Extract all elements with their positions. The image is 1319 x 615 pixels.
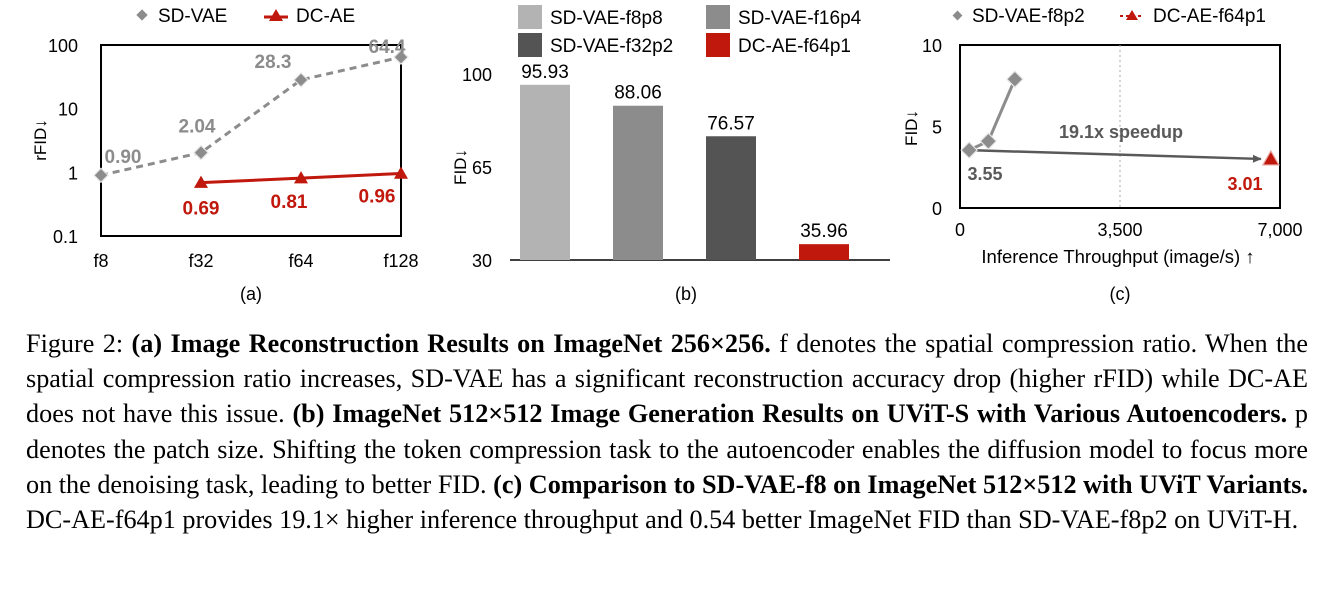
- y-tick-label-c: 0: [932, 199, 942, 219]
- point-sd-vae: [293, 72, 309, 88]
- series-line-sd-vae: [100, 55, 402, 177]
- x-tick-label-c: 7,000: [1257, 220, 1302, 240]
- data-label-sd-vae: 64.4: [369, 37, 406, 58]
- caption-a-text: f denotes the spatial compression ratio.…: [26, 329, 1308, 429]
- y-tick-label-a: 10: [58, 100, 78, 120]
- bar-value-label: 95.93: [521, 62, 569, 83]
- panel-label-b: (b): [675, 284, 697, 304]
- data-label-sd-vae: 28.3: [255, 52, 292, 73]
- point-dc-ae-f64p1: [1261, 149, 1280, 166]
- y-tick-label-b: 65: [472, 158, 492, 178]
- y-tick-label-a: 0.1: [53, 227, 78, 247]
- bar-sd-vae-f32p2: [706, 136, 756, 260]
- point-sd-vae: [93, 167, 109, 184]
- bar-value-label: 76.57: [707, 113, 755, 134]
- legend-label-sd-vae-f8p2: SD-VAE-f8p2: [972, 6, 1085, 27]
- chart-c: SD-VAE-f8p2 DC-AE-f64p1 FID↓ Inference T…: [902, 6, 1303, 304]
- legend-label-dc-ae-f64p1: DC-AE-f64p1: [1153, 6, 1266, 27]
- legend-marker-dc-ae: [269, 9, 283, 21]
- y-tick-label-a: 1: [68, 163, 78, 183]
- speedup-arrow: [969, 148, 1262, 163]
- point-dc-ae: [194, 175, 208, 188]
- bar-sd-vae-f16p4: [613, 105, 663, 260]
- chart-b: SD-VAE-f8p8 SD-VAE-f16p4 SD-VAE-f32p2 DC…: [451, 5, 890, 304]
- caption-a-title: (a) Image Reconstruction Results on Imag…: [131, 329, 771, 358]
- x-tick-label-a: f32: [188, 251, 213, 271]
- caption-b-text: p denotes the patch size. Shifting the t…: [26, 399, 1309, 499]
- figure-caption: Figure 2: (a) Image Reconstruction Resul…: [26, 326, 1308, 537]
- legend-label-dc-ae: DC-AE: [296, 6, 355, 27]
- legend-swatch-b-1: [706, 5, 730, 29]
- bar-value-label: 35.96: [800, 221, 848, 242]
- x-tick-label-c: 3,500: [1097, 220, 1142, 240]
- x-tick-label-a: f8: [93, 251, 108, 271]
- y-tick-label-c: 10: [922, 36, 942, 56]
- data-label-dc-ae: 0.69: [183, 199, 220, 220]
- legend-label-b-1: SD-VAE-f16p4: [738, 8, 862, 29]
- speedup-annotation: 19.1x speedup: [1059, 122, 1183, 142]
- sd-vae-fid-label: 3.55: [967, 164, 1002, 184]
- legend-swatch-b-2: [518, 33, 542, 57]
- panel-label-c: (c): [1110, 284, 1131, 304]
- legend-c: SD-VAE-f8p2 DC-AE-f64p1: [952, 6, 1266, 27]
- caption-prefix: Figure 2:: [26, 329, 132, 358]
- y-tick-label-a: 100: [48, 36, 78, 56]
- data-label-dc-ae: 0.81: [271, 192, 308, 213]
- legend-label-b-3: DC-AE-f64p1: [738, 36, 851, 57]
- legend-marker-sd-vae-f8p2: [952, 10, 963, 21]
- point-sd-vae: [393, 49, 409, 66]
- y-tick-label-c: 5: [932, 118, 942, 138]
- legend-label-b-2: SD-VAE-f32p2: [550, 36, 673, 57]
- legend-label-b-0: SD-VAE-f8p8: [550, 8, 663, 29]
- data-label-dc-ae: 0.96: [359, 186, 396, 207]
- x-tick-label-a: f128: [383, 251, 418, 271]
- y-axis-label-b: FID↓: [451, 149, 470, 185]
- y-tick-label-b: 30: [472, 251, 492, 271]
- legend-b: SD-VAE-f8p8 SD-VAE-f16p4 SD-VAE-f32p2 DC…: [518, 5, 862, 57]
- x-tick-label-a: f64: [288, 251, 313, 271]
- legend-a: SD-VAE DC-AE: [136, 6, 355, 27]
- chart-a: SD-VAE DC-AE rFID↓ 0.1 1 10 100 f8 f32 f64 f12…: [31, 6, 419, 304]
- point-dc-ae: [294, 171, 308, 184]
- data-label-sd-vae: 2.04: [179, 117, 216, 138]
- y-tick-label-b: 100: [462, 65, 492, 85]
- bar-dc-ae-f64p1: [799, 244, 849, 260]
- data-label-sd-vae: 0.90: [105, 147, 142, 168]
- point-sd-vae-f8p2: [979, 132, 998, 151]
- y-axis-label-c: FID↓: [902, 110, 921, 146]
- legend-swatch-b-3: [706, 33, 730, 57]
- dc-ae-fid-label: 3.01: [1227, 174, 1262, 194]
- legend-marker-sd-vae: [136, 9, 148, 21]
- x-axis-label-c: Inference Throughput (image/s) ↑: [981, 246, 1254, 267]
- caption-c-title: (c) Comparison to SD-VAE-f8 on ImageNet …: [493, 469, 1308, 499]
- legend-label-sd-vae: SD-VAE: [158, 6, 227, 27]
- caption-c-text: DC-AE-f64p1 provides 19.1× higher infere…: [26, 505, 1299, 535]
- bar-sd-vae-f8p8: [520, 84, 570, 260]
- panel-label-a: (a): [240, 284, 262, 304]
- legend-swatch-b-0: [518, 5, 542, 29]
- caption-b-title: (b) ImageNet 512×512 Image Generation Re…: [292, 399, 1288, 429]
- bar-value-label: 88.06: [614, 83, 662, 104]
- y-axis-label-a: rFID↓: [31, 119, 50, 161]
- point-sd-vae: [193, 144, 209, 161]
- point-dc-ae: [394, 166, 408, 179]
- point-sd-vae-f8p2: [960, 141, 978, 159]
- point-sd-vae-f8p2: [1006, 70, 1024, 89]
- x-tick-label-c: 0: [955, 220, 965, 240]
- plot-area-a: [100, 44, 402, 237]
